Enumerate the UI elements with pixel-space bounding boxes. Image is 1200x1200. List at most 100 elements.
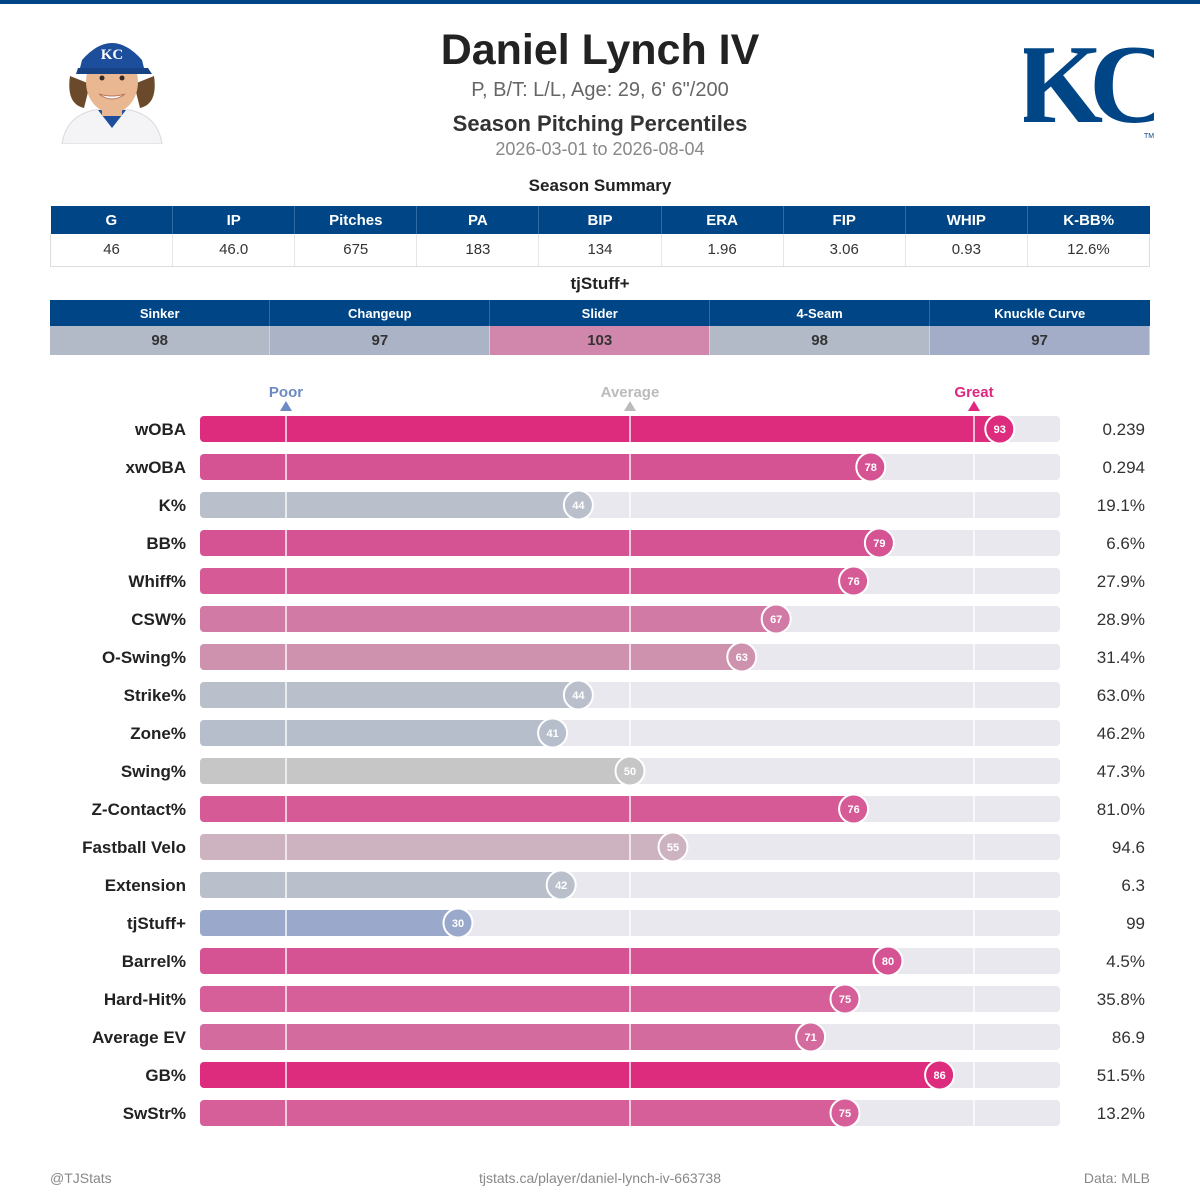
stat-value: 35.8% [1097,990,1145,1009]
percentile-badge-value: 63 [736,652,748,664]
player-headshot: KC [52,24,172,145]
percentile-badge [924,1059,956,1091]
percentile-bar [200,1062,940,1088]
percentile-bar [200,454,871,480]
stat-value: 6.6% [1106,534,1145,553]
percentile-badge-value: 42 [555,880,567,892]
stat-value: 46.2% [1097,724,1145,743]
marker-label: Great [954,384,993,401]
tjstuff-pitch-header: Slider [489,300,711,326]
stat-value: 81.0% [1097,800,1145,819]
percentile-bar [200,986,845,1012]
stat-value: 86.9 [1112,1028,1145,1047]
percentile-badge-value: 80 [882,956,894,968]
stat-value: 6.3 [1121,876,1145,895]
metric-label: CSW% [131,610,186,629]
tjstuff-pitch-header: Knuckle Curve [929,300,1150,326]
metric-label: Barrel% [122,952,186,971]
marker-label: Poor [269,384,303,401]
footer-handle: @TJStats [50,1170,112,1186]
percentile-badge-value: 79 [873,538,885,550]
metric-label: O-Swing% [102,648,186,667]
percentile-badge-value: 71 [804,1032,816,1044]
percentile-badge-value: 55 [667,842,679,854]
percentile-badge-value: 67 [770,614,782,626]
metric-label: tjStuff+ [127,914,186,933]
season-summary-title: Season Summary [528,176,672,195]
season-summary-table: G IP Pitches PA BIP ERA FIP WHIP K-BB% 46 46.0 675… [49,206,1151,267]
marker-triangle [624,401,636,411]
percentile-badge-value: 76 [847,804,859,816]
metric-label: Average EV [92,1028,187,1047]
percentile-badge [838,565,870,597]
metric-label: Hard-Hit% [104,990,186,1009]
summary-cell: 46.0 [172,234,296,267]
percentile-bar [200,1024,811,1050]
summary-col-header: Pitches [294,206,418,234]
metric-label: Swing% [121,762,186,781]
percentile-badge-value: 78 [865,462,877,474]
percentile-bar [200,568,854,594]
stat-value: 99 [1126,914,1145,933]
percentile-bar [200,1100,845,1126]
team-logo-text: KC [1024,23,1154,144]
tjstuff-pitch-value: 103 [489,326,711,355]
summary-col-header: WHIP [905,206,1028,234]
percentile-badge [537,717,569,749]
summary-col-header: IP [172,206,296,234]
player-name: Daniel Lynch IV [440,26,760,74]
percentile-chart: wOBA 0.239 xwOBA 0.294 K% 19.1% BB% 6.6% Whiff% 2… [0,376,1200,1136]
percentile-badge [657,831,689,863]
metric-label: SwStr% [123,1104,186,1123]
metric-label: Z-Contact% [92,800,186,819]
summary-cell: 0.93 [905,234,1028,267]
stat-value: 94.6 [1112,838,1145,857]
percentile-bar [200,834,673,860]
metric-label: Fastball Velo [82,838,186,857]
percentile-badge [545,869,577,901]
percentile-badge-value: 44 [572,500,585,512]
footer-url: tjstats.ca/player/daniel-lynch-iv-663738 [478,1170,721,1186]
percentile-badge [614,755,646,787]
summary-col-header: K-BB% [1027,206,1150,234]
metric-label: GB% [145,1066,186,1085]
metric-label: Extension [105,876,186,895]
stat-value: 13.2% [1097,1104,1145,1123]
report-subtitle: Season Pitching Percentiles [452,111,748,136]
percentile-bar [200,720,553,746]
summary-col-header: PA [416,206,540,234]
stat-value: 47.3% [1097,762,1145,781]
marker-label: Average [601,384,660,401]
percentile-badge-value: 41 [546,728,558,740]
stat-value: 27.9% [1097,572,1145,591]
footer-source: Data: MLB [1083,1170,1150,1186]
stat-value: 19.1% [1097,496,1145,515]
summary-cell: 1.96 [661,234,784,267]
percentile-badge [829,1097,861,1129]
percentile-badge-value: 30 [452,918,464,930]
percentile-bar [200,872,562,898]
percentile-badge-value: 76 [847,576,859,588]
percentile-badge-value: 75 [839,1108,851,1120]
percentile-badge-value: 75 [839,994,851,1006]
summary-header-row: G IP Pitches PA BIP ERA FIP WHIP K-BB% [50,206,1150,234]
percentile-badge [562,679,594,711]
summary-cell: 3.06 [783,234,906,267]
stat-value: 0.294 [1102,458,1145,477]
summary-col-header: ERA [661,206,784,234]
metric-label: BB% [146,534,186,553]
percentile-badge [829,983,861,1015]
percentile-badge [872,945,904,977]
percentile-badge [442,907,474,939]
percentile-bar [200,796,854,822]
tjstuff-pitch-value: 98 [50,326,271,355]
metric-label: Whiff% [128,572,186,591]
tjstuff-pitch-value: 97 [269,326,491,355]
date-range: 2026-03-01 to 2026-08-04 [495,139,705,159]
percentile-badge [795,1021,827,1053]
stat-value: 31.4% [1097,648,1145,667]
summary-cell: 675 [294,234,418,267]
percentile-bar [200,606,777,632]
percentile-badge [760,603,792,635]
percentile-badge-value: 50 [624,766,636,778]
